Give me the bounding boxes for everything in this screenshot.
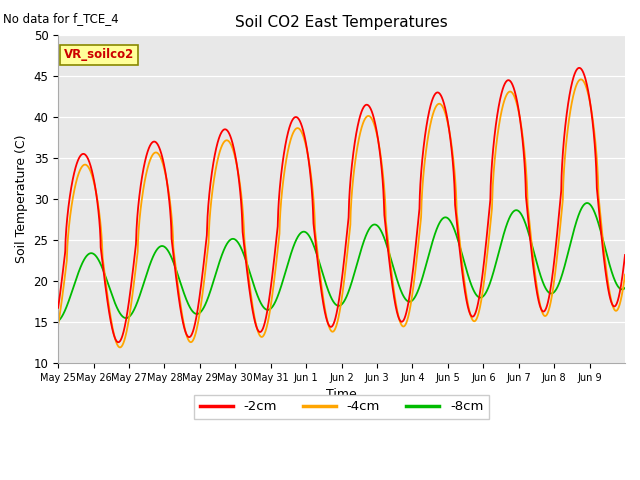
-8cm	[414, 288, 422, 293]
Line: -8cm: -8cm	[58, 203, 625, 321]
-4cm	[54, 322, 62, 328]
-8cm	[534, 265, 542, 271]
-4cm	[577, 76, 585, 82]
-2cm	[465, 306, 472, 312]
-2cm	[54, 305, 62, 311]
Line: -4cm: -4cm	[58, 79, 625, 348]
Y-axis label: Soil Temperature (C): Soil Temperature (C)	[15, 135, 28, 264]
-4cm	[170, 253, 178, 259]
-8cm	[583, 200, 591, 206]
Title: Soil CO2 East Temperatures: Soil CO2 East Temperatures	[236, 15, 448, 30]
-8cm	[170, 262, 178, 267]
-8cm	[500, 229, 508, 235]
X-axis label: Time: Time	[326, 388, 357, 401]
Text: VR_soilco2: VR_soilco2	[64, 48, 134, 61]
Line: -2cm: -2cm	[58, 68, 625, 342]
-2cm	[415, 216, 422, 222]
-4cm	[534, 294, 542, 300]
-4cm	[116, 345, 124, 350]
-2cm	[534, 298, 542, 303]
Legend: -2cm, -4cm, -8cm: -2cm, -4cm, -8cm	[195, 395, 489, 419]
-2cm	[615, 293, 623, 299]
-4cm	[621, 272, 629, 277]
-2cm	[575, 65, 583, 71]
Text: No data for f_TCE_4: No data for f_TCE_4	[3, 12, 119, 25]
-8cm	[54, 318, 62, 324]
-8cm	[615, 285, 623, 290]
-4cm	[415, 240, 422, 246]
-4cm	[615, 304, 623, 310]
-8cm	[621, 285, 629, 291]
-2cm	[500, 82, 508, 87]
-8cm	[465, 273, 472, 278]
-2cm	[170, 261, 178, 266]
-2cm	[115, 339, 122, 345]
-2cm	[621, 252, 629, 258]
-4cm	[500, 97, 508, 103]
-4cm	[465, 303, 472, 309]
